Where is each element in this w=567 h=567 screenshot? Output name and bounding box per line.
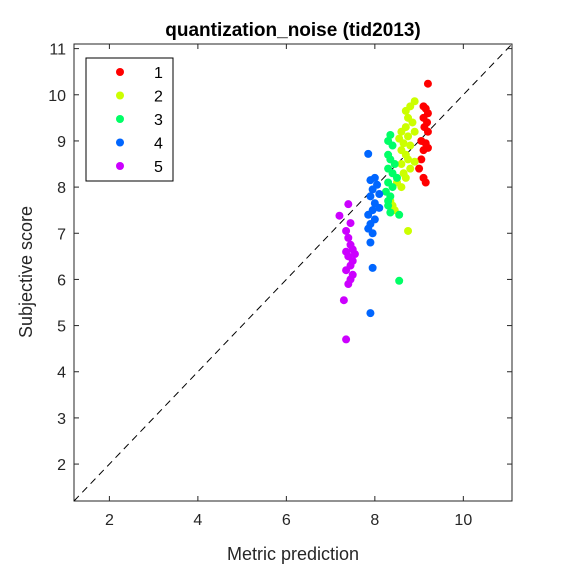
data-point-series-3 bbox=[395, 276, 404, 285]
data-point-series-5 bbox=[344, 233, 353, 242]
data-point-series-2 bbox=[404, 155, 413, 164]
x-tick-label: 2 bbox=[105, 512, 114, 529]
y-tick-label: 2 bbox=[57, 457, 66, 474]
data-point-series-4 bbox=[366, 176, 375, 185]
y-tick-label: 6 bbox=[57, 272, 66, 289]
y-tick-label: 3 bbox=[57, 411, 66, 428]
data-point-series-4 bbox=[366, 192, 375, 201]
data-point-series-2 bbox=[406, 164, 415, 173]
data-point-series-4 bbox=[375, 203, 384, 212]
data-point-series-3 bbox=[384, 201, 393, 210]
y-tick-label: 7 bbox=[57, 226, 66, 243]
data-point-series-2 bbox=[404, 132, 413, 141]
data-point-series-2 bbox=[410, 157, 419, 166]
data-point-series-2 bbox=[410, 127, 419, 136]
data-point-series-2 bbox=[397, 183, 406, 192]
legend: 1 2 3 4 5 bbox=[85, 57, 174, 182]
data-point-series-3 bbox=[390, 160, 399, 169]
legend-label-5: 5 bbox=[154, 159, 163, 176]
data-point-series-5 bbox=[346, 219, 355, 228]
data-point-series-5 bbox=[342, 335, 351, 344]
legend-label-2: 2 bbox=[154, 89, 163, 106]
legend-marker-4 bbox=[116, 138, 124, 147]
data-point-series-2 bbox=[397, 127, 406, 136]
x-axis-ticks: 2 4 6 8 10 bbox=[105, 44, 472, 529]
data-point-series-1 bbox=[415, 164, 424, 173]
data-point-series-5 bbox=[342, 226, 351, 235]
data-points bbox=[335, 79, 432, 344]
legend-marker-5 bbox=[116, 162, 124, 170]
data-point-series-2 bbox=[401, 106, 410, 115]
data-point-series-2 bbox=[399, 139, 408, 148]
data-point-series-3 bbox=[388, 141, 397, 150]
data-point-series-5 bbox=[344, 280, 353, 289]
data-point-series-3 bbox=[388, 183, 397, 192]
y-tick-label: 4 bbox=[57, 365, 66, 382]
data-point-series-4 bbox=[366, 238, 375, 247]
data-point-series-4 bbox=[364, 149, 373, 158]
x-tick-label: 10 bbox=[454, 512, 472, 529]
legend-label-3: 3 bbox=[154, 112, 163, 129]
data-point-series-4 bbox=[368, 263, 377, 272]
y-tick-label: 11 bbox=[49, 42, 66, 59]
y-tick-label: 10 bbox=[48, 88, 66, 105]
data-point-series-5 bbox=[335, 211, 344, 220]
legend-box bbox=[85, 57, 174, 182]
x-axis-label: Metric prediction bbox=[227, 544, 359, 564]
data-point-series-3 bbox=[386, 130, 395, 139]
x-tick-label: 8 bbox=[370, 512, 379, 529]
legend-marker-2 bbox=[116, 91, 124, 100]
data-point-series-2 bbox=[401, 173, 410, 182]
legend-label-4: 4 bbox=[154, 136, 163, 153]
data-point-series-4 bbox=[375, 190, 384, 199]
identity-reference-line bbox=[73, 43, 513, 502]
data-point-series-5 bbox=[342, 266, 351, 275]
y-axis-label: Subjective score bbox=[16, 206, 36, 338]
legend-label-1: 1 bbox=[154, 65, 163, 82]
data-point-series-3 bbox=[386, 208, 395, 217]
y-tick-label: 5 bbox=[57, 319, 66, 336]
data-point-series-4 bbox=[368, 185, 377, 194]
data-point-series-5 bbox=[339, 296, 348, 305]
data-point-series-5 bbox=[350, 250, 359, 259]
x-tick-label: 4 bbox=[193, 512, 202, 529]
data-point-series-1 bbox=[423, 127, 432, 136]
data-point-series-4 bbox=[368, 229, 377, 238]
legend-marker-1 bbox=[116, 68, 124, 76]
x-tick-label: 6 bbox=[282, 512, 291, 529]
legend-marker-3 bbox=[116, 115, 124, 123]
data-point-series-1 bbox=[419, 146, 428, 155]
chart-title: quantization_noise (tid2013) bbox=[165, 20, 420, 41]
data-point-series-4 bbox=[366, 309, 375, 318]
data-point-series-5 bbox=[344, 200, 353, 209]
y-tick-label: 8 bbox=[57, 180, 66, 197]
data-point-series-2 bbox=[406, 141, 415, 150]
data-point-series-3 bbox=[392, 173, 401, 182]
y-tick-label: 9 bbox=[57, 134, 66, 151]
data-point-series-4 bbox=[364, 210, 373, 219]
data-point-series-1 bbox=[417, 155, 426, 164]
data-point-series-3 bbox=[395, 210, 404, 219]
data-point-series-2 bbox=[397, 160, 406, 169]
data-point-series-2 bbox=[404, 226, 413, 235]
y-axis-ticks: 2 3 4 5 6 7 8 9 10 11 bbox=[48, 42, 512, 474]
data-point-series-2 bbox=[408, 118, 417, 127]
data-point-series-1 bbox=[423, 79, 432, 88]
data-point-series-1 bbox=[421, 178, 430, 187]
